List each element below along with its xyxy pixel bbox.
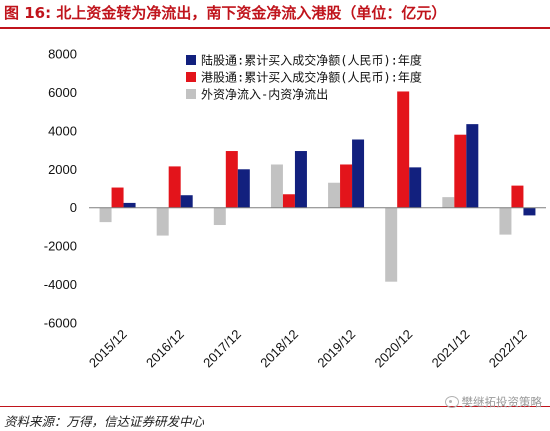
figure-title: 图 16: 北上资金转为净流出，南下资金净流入港股（单位：亿元） <box>4 4 447 22</box>
bar <box>454 134 467 208</box>
y-tick-label: 8000 <box>48 47 77 62</box>
y-tick-label: 2000 <box>48 162 77 177</box>
bar <box>340 164 353 208</box>
y-tick-label: -4000 <box>44 277 77 292</box>
bar <box>294 151 307 208</box>
bar <box>111 187 124 208</box>
y-tick-label: 6000 <box>48 85 77 100</box>
bar <box>409 167 422 208</box>
wechat-icon <box>444 396 459 408</box>
y-tick-label: -6000 <box>44 316 77 331</box>
source-divider <box>0 406 550 407</box>
x-tick-label: 2019/12 <box>314 327 358 371</box>
title-divider <box>0 27 550 29</box>
y-tick-label: -2000 <box>44 239 77 254</box>
watermark-text: 樊继拓投资策略 <box>461 395 543 409</box>
bar <box>123 202 136 208</box>
legend-label: 外资净流入-内资净流出 <box>201 88 328 102</box>
x-tick-label: 2016/12 <box>143 327 187 371</box>
bar-chart: 8000 6000 4000 2000 0 -2000 -4000 -6000 2015/12 2… <box>44 47 546 371</box>
bar <box>385 207 398 282</box>
bar <box>213 207 226 226</box>
x-tick-label: 2021/12 <box>429 327 473 371</box>
x-tick-label: 2020/12 <box>371 327 415 371</box>
bar <box>397 91 410 208</box>
bar <box>499 207 512 235</box>
bar <box>180 195 193 208</box>
bar <box>168 166 181 208</box>
x-tick-label: 2022/12 <box>486 327 530 371</box>
x-tick-label: 2015/12 <box>86 327 130 371</box>
bar <box>442 197 455 208</box>
bar <box>511 185 524 208</box>
y-tick-label: 4000 <box>48 123 77 138</box>
legend-label: 港股通:累计买入成交净额(人民币):年度 <box>201 70 422 85</box>
legend-swatch <box>186 72 196 82</box>
bar <box>328 182 341 208</box>
x-tick-label: 2018/12 <box>257 327 301 371</box>
bar <box>156 207 169 236</box>
legend-swatch <box>186 89 196 99</box>
bar <box>225 151 238 208</box>
legend-label: 陆股通:累计买入成交净额(人民币):年度 <box>201 53 422 68</box>
bar <box>99 207 112 223</box>
bar <box>282 194 295 208</box>
bar <box>270 164 283 208</box>
source-note: 资料来源：万得，信达证券研发中心 <box>4 414 205 429</box>
watermark: 樊继拓投资策略 <box>444 394 543 410</box>
bar <box>352 139 365 208</box>
y-tick-label: 0 <box>70 200 77 215</box>
bar <box>523 207 536 216</box>
legend-swatch <box>186 55 196 65</box>
bar <box>466 124 479 208</box>
x-tick-label: 2017/12 <box>200 327 244 371</box>
bar <box>237 169 250 208</box>
